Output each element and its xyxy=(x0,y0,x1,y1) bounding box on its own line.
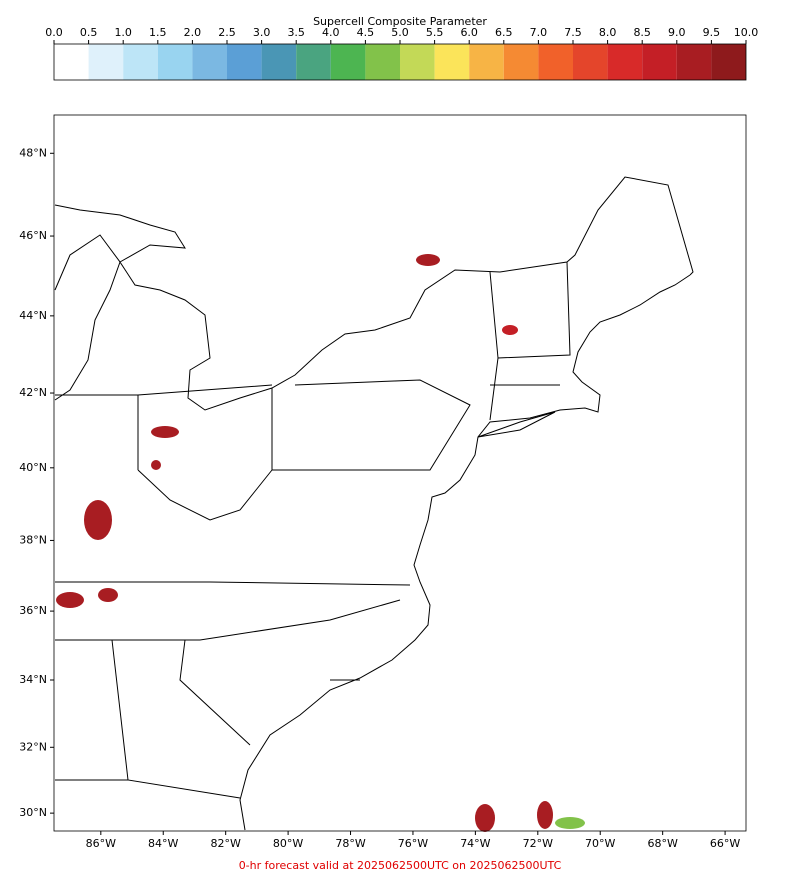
lon-tick-label: 70°W xyxy=(585,837,615,850)
colorbar-tick-label: 1.5 xyxy=(149,26,167,39)
colorbar-bin xyxy=(330,44,366,80)
colorbar-bin xyxy=(88,44,124,80)
colorbar-bin xyxy=(365,44,400,80)
lat-tick-label: 38°N xyxy=(19,533,47,546)
lat-tick-label: 32°N xyxy=(19,740,47,753)
scp-cell xyxy=(502,325,518,335)
colorbar-tick-label: 4.0 xyxy=(322,26,340,39)
colorbar-tick-label: 5.5 xyxy=(426,26,444,39)
colorbar-bin xyxy=(434,44,470,80)
colorbar-tick-label: 7.0 xyxy=(530,26,548,39)
canada-border xyxy=(54,176,694,411)
field xyxy=(56,254,585,832)
lat-tick-label: 42°N xyxy=(19,386,47,399)
colorbar-tick-label: 9.5 xyxy=(703,26,721,39)
colorbar-bin xyxy=(538,44,573,80)
lon-tick-label: 68°W xyxy=(647,837,677,850)
lat-tick-label: 34°N xyxy=(19,673,47,686)
basemap xyxy=(54,176,694,831)
colorbar-tick-label: 7.5 xyxy=(564,26,582,39)
scp-cell xyxy=(475,804,495,832)
scp-cell xyxy=(416,254,440,266)
lon-tick-label: 72°W xyxy=(523,837,553,850)
colorbar-tick-label: 0.5 xyxy=(80,26,98,39)
lon-tick-label: 84°W xyxy=(148,837,178,850)
lon-tick-label: 86°W xyxy=(86,837,116,850)
map-frame xyxy=(53,114,747,832)
state-borders xyxy=(55,261,571,799)
colorbar-bin xyxy=(123,44,158,80)
colorbar-tick-label: 2.5 xyxy=(218,26,236,39)
colorbar-tick-label: 6.5 xyxy=(495,26,513,39)
colorbar-tick-label: 2.0 xyxy=(184,26,202,39)
colorbar-bin xyxy=(157,44,193,80)
lon-tick-label: 76°W xyxy=(398,837,428,850)
scp-cell xyxy=(537,801,553,829)
colorbar-bin xyxy=(400,44,435,80)
lon-tick-label: 80°W xyxy=(273,837,303,850)
colorbar-bin xyxy=(607,44,643,80)
lon-tick-label: 66°W xyxy=(710,837,740,850)
colorbar-bin xyxy=(503,44,539,80)
colorbar-bin xyxy=(54,44,89,80)
footer: 0-hr forecast valid at 2025062500UTC on … xyxy=(239,859,562,872)
colorbar-bin xyxy=(573,44,608,80)
colorbar-tick-label: 3.0 xyxy=(253,26,271,39)
colorbar-tick-label: 6.0 xyxy=(460,26,478,39)
colorbar-bin xyxy=(469,44,504,80)
colorbar-tick-label: 8.5 xyxy=(633,26,651,39)
colorbar-title: Supercell Composite Parameter xyxy=(313,15,487,28)
lat-tick-label: 36°N xyxy=(19,604,47,617)
colorbar-tick-label: 10.0 xyxy=(734,26,759,39)
scp-cell xyxy=(98,588,118,602)
colorbar-tick-label: 0.0 xyxy=(45,26,63,39)
scp-cell xyxy=(151,460,161,470)
scp-cell xyxy=(84,500,112,540)
lon-tick-label: 74°W xyxy=(460,837,490,850)
colorbar-bin xyxy=(192,44,227,80)
lat-tick-label: 46°N xyxy=(19,229,47,242)
scp-cell xyxy=(56,592,84,608)
colorbar-bin xyxy=(642,44,677,80)
lat-tick-label: 44°N xyxy=(19,309,47,322)
lat-tick-label: 30°N xyxy=(19,806,47,819)
colorbar-bin xyxy=(227,44,262,80)
colorbar-bin xyxy=(676,44,712,80)
colorbar-tick-label: 1.0 xyxy=(114,26,132,39)
colorbar-tick-label: 9.0 xyxy=(668,26,686,39)
colorbar-bin xyxy=(711,44,746,80)
colorbar-bin xyxy=(296,44,331,80)
colorbar-tick-label: 5.0 xyxy=(391,26,409,39)
colorbar-tick-label: 3.5 xyxy=(287,26,305,39)
lon-tick-label: 82°W xyxy=(210,837,240,850)
coastline xyxy=(239,274,691,831)
colorbar-tick-label: 8.0 xyxy=(599,26,617,39)
scp-cell xyxy=(151,426,179,438)
lon-tick-label: 78°W xyxy=(335,837,365,850)
lat-tick-label: 40°N xyxy=(19,461,47,474)
long-island xyxy=(477,411,556,438)
lat-tick-label: 48°N xyxy=(19,146,47,159)
scp-cell xyxy=(555,817,585,829)
colorbar-bin xyxy=(261,44,297,80)
lake-michigan xyxy=(54,234,121,401)
colorbar-tick-label: 4.5 xyxy=(357,26,375,39)
